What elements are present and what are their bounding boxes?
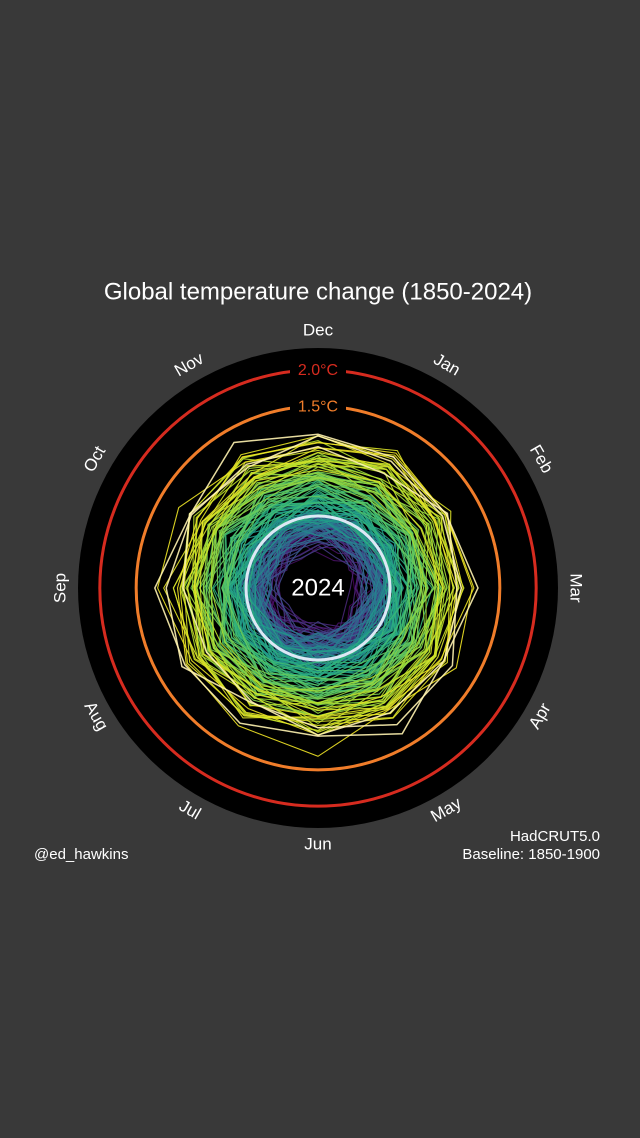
ring-label-bg [290, 397, 346, 416]
year-label: 2024 [291, 574, 344, 601]
spiral-line [202, 471, 438, 706]
spiral-line [182, 434, 463, 736]
month-label: Mar [567, 573, 586, 603]
chart-title: Global temperature change (1850-2024) [104, 278, 532, 305]
spiral-line [253, 537, 376, 644]
spiral-line [172, 469, 444, 711]
spiral-line [229, 511, 398, 662]
spiral-line [153, 433, 479, 737]
spiral-line [157, 447, 475, 736]
spiral-line [199, 463, 460, 709]
ring-label: 1.5°C [298, 398, 338, 415]
spiral [153, 433, 479, 757]
spiral-line [264, 538, 372, 644]
credit: @ed_hawkins [34, 846, 128, 863]
zero-ring [244, 514, 392, 662]
ring-label-bg [290, 360, 346, 379]
spiral-line [205, 474, 425, 706]
spiral-line [179, 435, 464, 720]
plot-disc [78, 348, 558, 828]
spiral-line [163, 434, 455, 726]
spiral-line [221, 501, 400, 687]
spiral-line [192, 462, 445, 705]
spiral-line [186, 451, 452, 719]
spiral-line [198, 477, 428, 710]
spiral-line [179, 457, 465, 731]
month-label: Jun [304, 834, 331, 853]
spiral-line [176, 441, 473, 757]
ring-label: 2.0°C [298, 362, 338, 379]
spiral-line [196, 477, 428, 704]
spiral-line [247, 502, 392, 661]
spiral-line [221, 473, 413, 694]
baseline: Baseline: 1850-1900 [462, 846, 600, 863]
month-label: Sep [50, 573, 69, 603]
spiral-line [222, 481, 420, 672]
spiral-line [252, 522, 383, 662]
spiral-line [242, 502, 398, 669]
spiral-line [230, 496, 416, 682]
spiral-line [236, 494, 399, 682]
spiral-line [165, 445, 458, 729]
source: HadCRUT5.0 [510, 828, 600, 845]
spiral-line [181, 458, 446, 707]
spiral-line [218, 485, 422, 683]
spiral-line [196, 460, 450, 707]
month-label: Dec [303, 320, 334, 339]
